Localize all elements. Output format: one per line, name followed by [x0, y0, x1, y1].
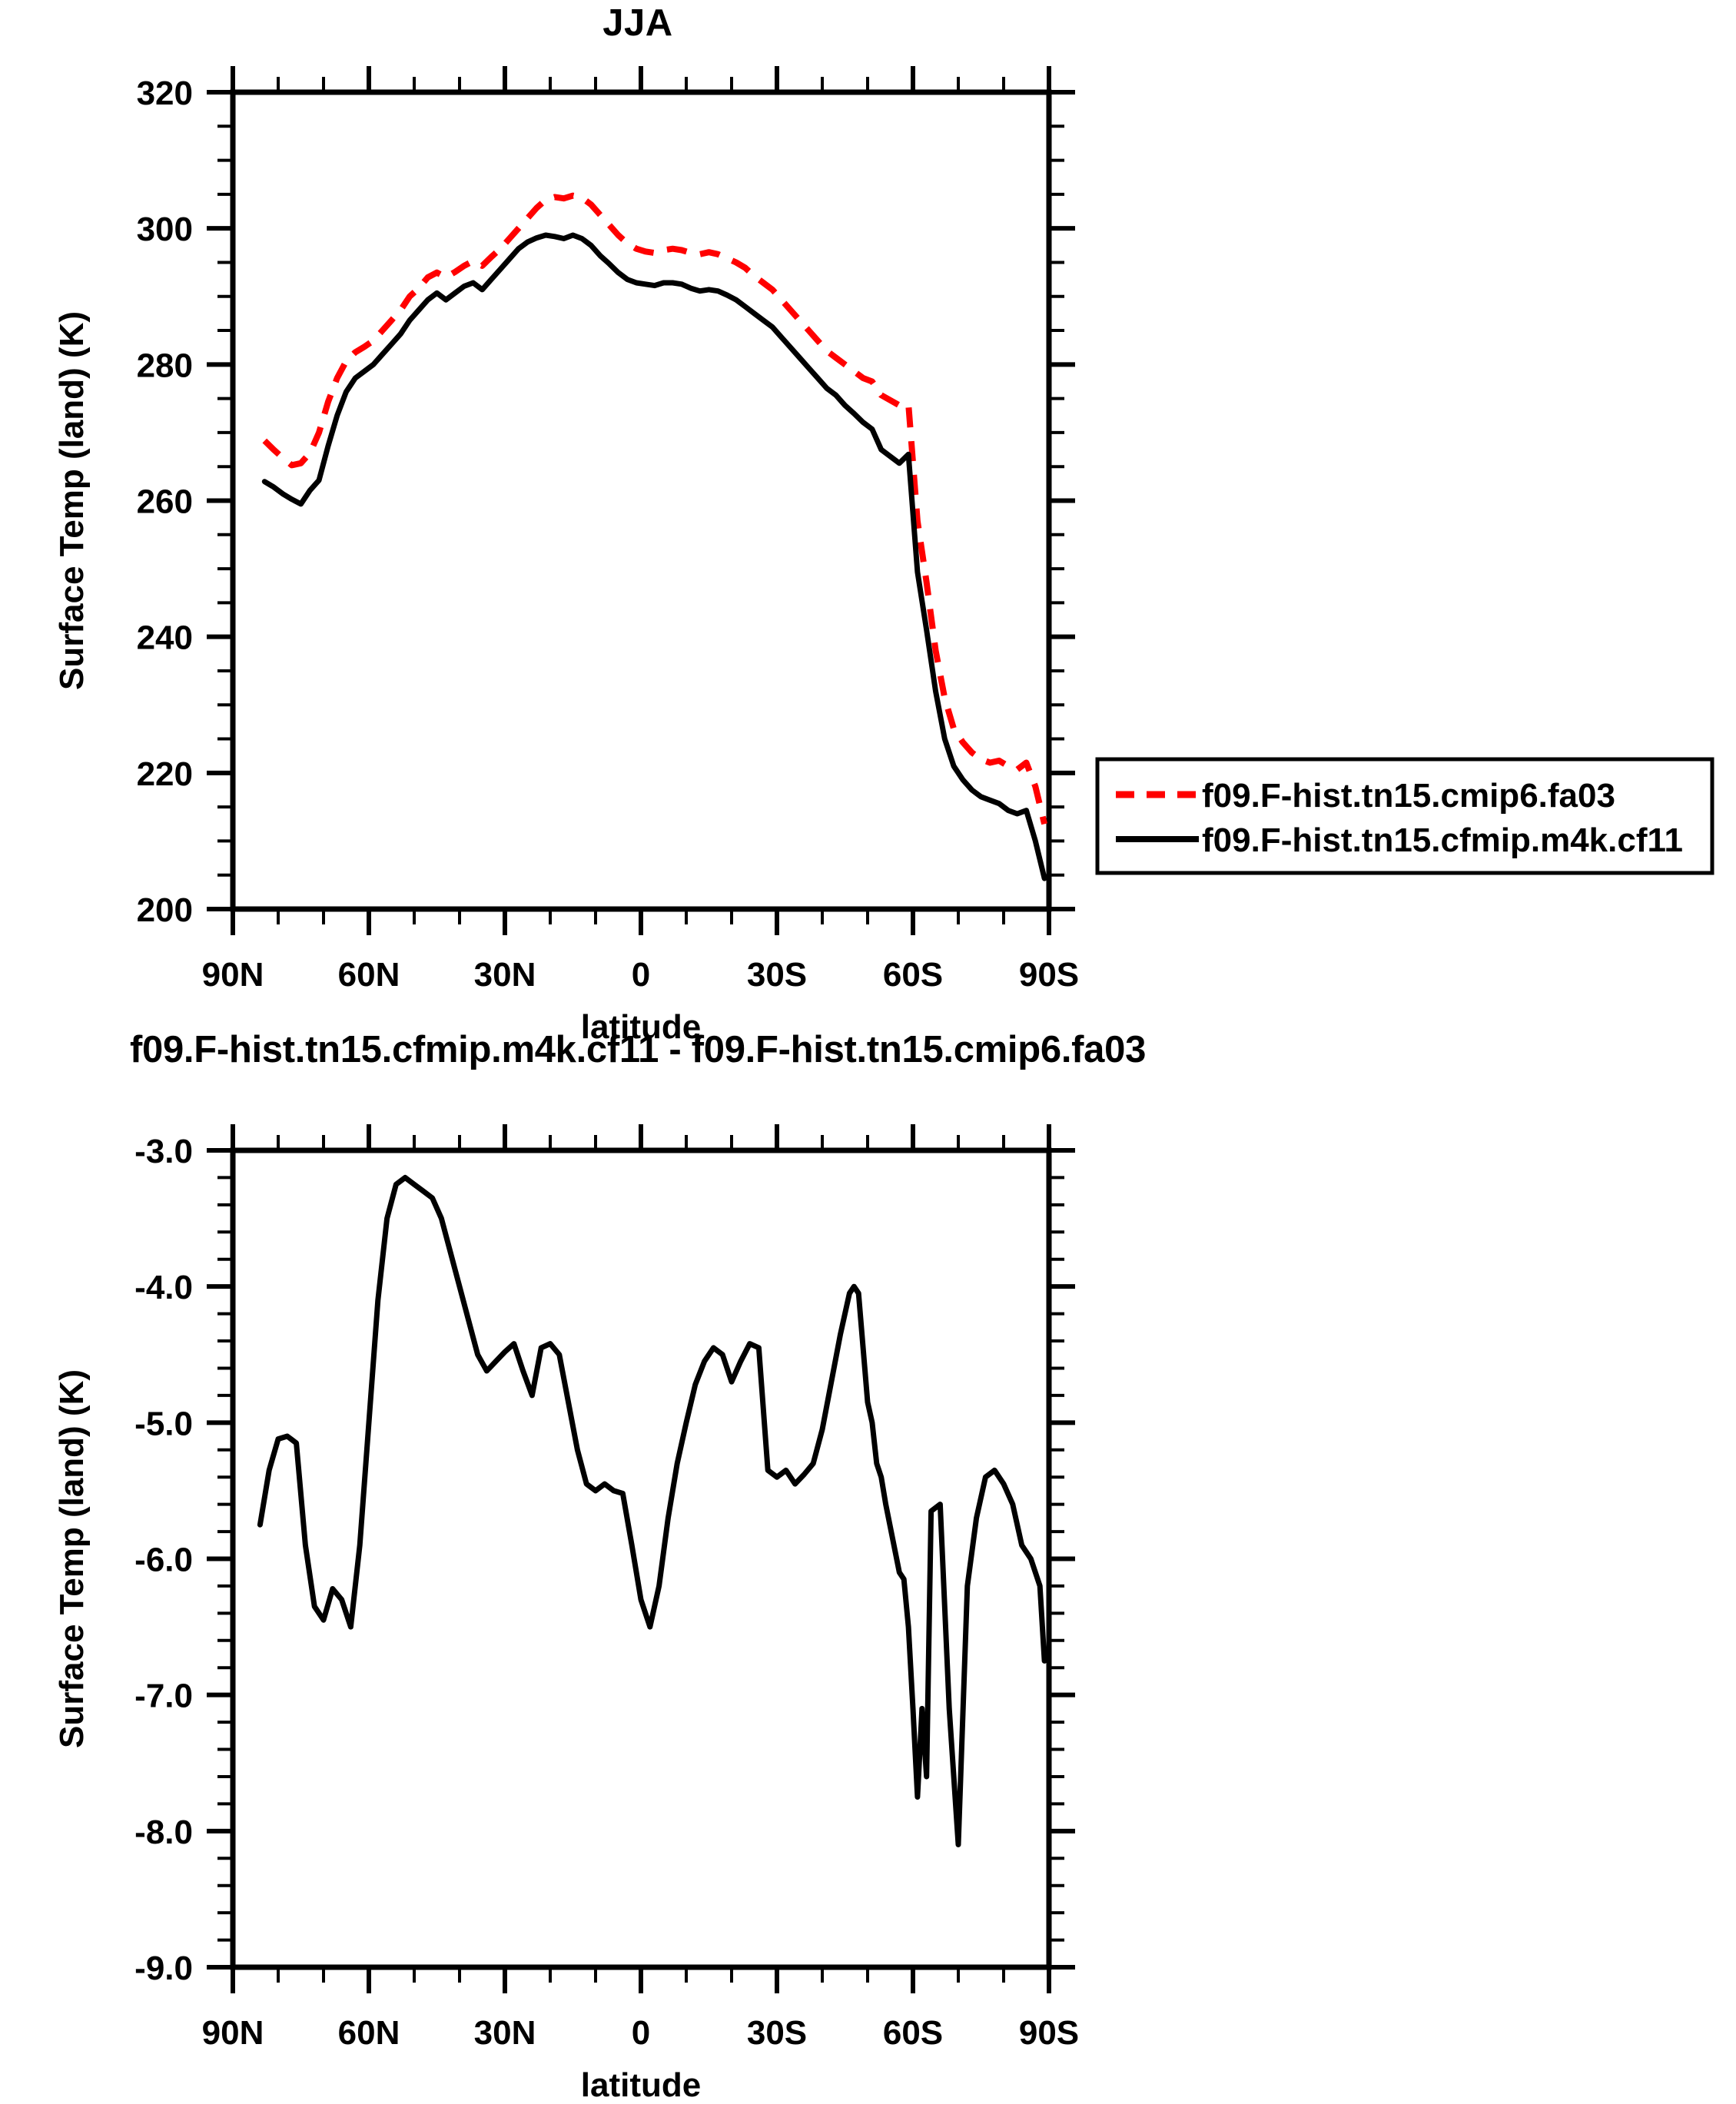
y-axis-title: Surface Temp (land) (K)	[53, 311, 91, 690]
legend-label: f09.F-hist.tn15.cfmip.m4k.cf11	[1202, 821, 1683, 859]
x-tick-label: 0	[632, 956, 650, 994]
series-line-dashed	[262, 192, 1047, 825]
y-tick-label: 260	[137, 483, 193, 521]
y-tick-label: 220	[137, 755, 193, 793]
x-tick-label: 30S	[747, 956, 807, 994]
x-tick-label: 90N	[202, 2014, 264, 2052]
y-tick-label: -7.0	[134, 1678, 193, 1715]
y-tick-label: -5.0	[134, 1405, 193, 1442]
legend-label: f09.F-hist.tn15.cmip6.fa03	[1202, 777, 1615, 815]
x-axis-title: latitude	[581, 2066, 701, 2104]
y-tick-label: 320	[137, 75, 193, 112]
x-tick-label: 60N	[338, 2014, 400, 2052]
x-tick-label: 30S	[747, 2014, 807, 2052]
plot-frame	[230, 1147, 1052, 1970]
top-chart-title: JJA	[602, 2, 673, 44]
x-tick-label: 60S	[883, 956, 943, 994]
plot-frame	[230, 89, 1052, 912]
x-tick-label: 90N	[202, 956, 264, 994]
y-tick-label: 300	[137, 211, 193, 248]
x-tick-label: 0	[632, 2014, 650, 2052]
y-tick-label: 240	[137, 619, 193, 657]
x-tick-label: 60S	[883, 2014, 943, 2052]
x-tick-label: 30N	[474, 956, 536, 994]
y-tick-label: 280	[137, 347, 193, 384]
y-axis-title: Surface Temp (land) (K)	[53, 1369, 91, 1748]
x-tick-label: 30N	[474, 2014, 536, 2052]
y-tick-label: 200	[137, 891, 193, 929]
series-line-solid	[261, 232, 1047, 881]
y-tick-label: -4.0	[134, 1269, 193, 1306]
y-tick-label: -3.0	[134, 1133, 193, 1170]
y-tick-label: -8.0	[134, 1814, 193, 1851]
bottom-chart-panel: -3.0 -4.0 -5.0 -6.0 -7.0 -8.0 -9.0 90N 60N 30N 0 30…	[0, 1060, 1736, 2104]
x-tick-label: 60N	[338, 956, 400, 994]
legend-box	[1095, 757, 1714, 875]
y-tick-label: -9.0	[134, 1950, 193, 1987]
x-axis-title: latitude	[581, 1008, 701, 1046]
difference-chart-title: f09.F-hist.tn15.cfmip.m4k.cf11 - f09.F-h…	[129, 1029, 1147, 1070]
x-tick-label: 90S	[1019, 2014, 1079, 2052]
y-tick-label: -6.0	[134, 1541, 193, 1579]
series-line-solid	[257, 1174, 1047, 1847]
x-tick-label: 90S	[1019, 956, 1079, 994]
top-chart-panel: JJA 320 300 280 260 240 220 200 90N 60N 30N 0 30S 60…	[53, 2, 1714, 1046]
